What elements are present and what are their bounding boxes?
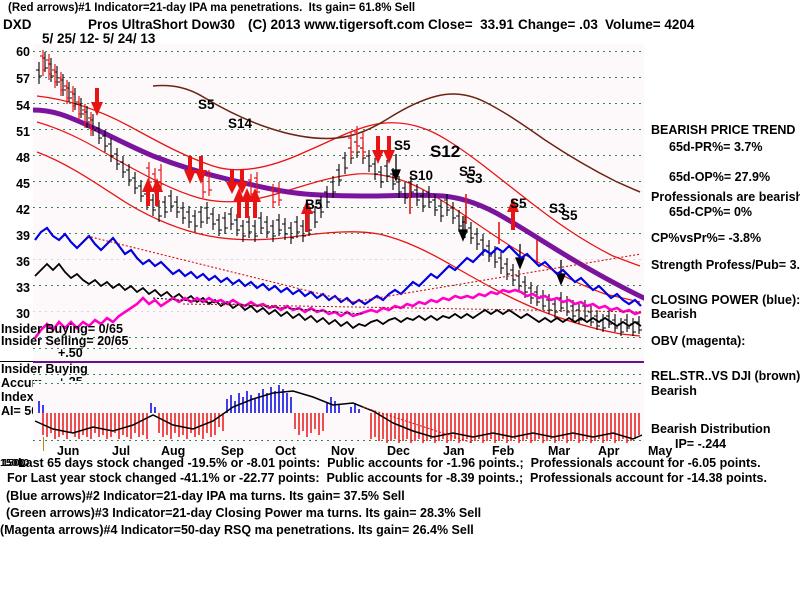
y-axis-label-60: 60 [16,45,30,59]
closing-power-value: Bearish [651,307,697,321]
header-indicator-line: (Red arrows)#1 Indicator=21-day IPA ma p… [8,2,416,14]
accum-label: Accum [1,376,43,390]
accum-zero-line [33,361,644,363]
strength-profess-pub-value: Strength Profess/Pub= 3.7 [651,258,800,272]
annotation-s5-2: S5 [394,138,411,153]
y-axis-label-51: 51 [16,125,30,139]
x-axis-label-nov: Nov [331,444,355,458]
accumulation-distribution-plot [33,381,644,445]
volume-label-low: 1500 [2,457,26,469]
insider-buying-title: Insider Buying [1,362,88,376]
footer-line-65days: Last 65 days stock changed -19.5% or -8.… [18,456,761,470]
closing-power-title: CLOSING POWER (blue): [651,292,800,307]
x-axis-label-oct: Oct [275,444,296,458]
op-percent-value: 65d-OP%= 27.9% [669,170,771,184]
distribution-title: Bearish Distribution [651,422,771,436]
insider-selling-count: Insider Selling= 20/65 [1,334,129,348]
annotation-s5-4: S5 [510,196,527,211]
pr-percent-value: 65d-PR%= 3.7% [669,139,763,154]
obv-title: OBV (magenta): [651,333,746,348]
x-axis-label-feb: Feb [492,444,515,458]
x-axis-label-mar: Mar [548,444,571,458]
ip-value: IP= -.244 [675,436,727,451]
x-axis-label-apr: Apr [598,444,620,458]
date-range-label: 5/ 25/ 12- 5/ 24/ 13 [42,31,156,46]
relative-strength-title: REL.STR..VS DJI (brown) [651,369,800,383]
volume-label-high: 15000 [0,457,30,469]
price-series-svg [33,50,644,337]
analysis-side-panel: BEARISH PRICE TREND 65d-PR%= 3.7% 65d-OP… [651,124,800,450]
security-name: Pros UltraShort Dow30 [88,17,236,32]
close-label: Close= 33.91 [428,17,514,32]
footer-line-blue-arrows: (Blue arrows)#2 Indicator=21-day IPA ma … [6,489,405,503]
footer-line-green-arrows: (Green arrows)#3 Indicator=21-day Closin… [6,506,482,520]
divider-top-accum [0,361,33,362]
ai-bars-svg [34,385,643,444]
x-axis-label-dec: Dec [387,444,410,458]
x-axis-label-may: May [648,444,673,458]
copyright-label: (C) 2013 www.tigersoft.com [248,17,425,32]
x-axis-label-jan: Jan [443,444,465,458]
y-axis-label-48: 48 [16,151,30,165]
x-axis-label-jul: Jul [112,444,131,458]
y-axis-label-57: 57 [16,72,30,86]
bearish-trend-title: BEARISH PRICE TREND [651,123,796,137]
y-axis-label-45: 45 [16,177,30,191]
ticker-symbol: DXD [3,17,32,32]
insider-buying-count: Insider Buying= 0/65 [1,322,123,336]
scale-plus-50: +.50 [58,346,83,360]
professionals-bearish-text: Professionals are bearish [651,189,800,204]
footer-line-lastyear: For Last year stock changed -41.1% or -2… [7,471,767,485]
relative-strength-value: Bearish [651,383,697,398]
axis-tick-start [43,437,44,451]
footer-line-magenta-arrows: (Magenta arrows)#4 Indicator=50-day RSQ … [0,523,474,537]
index-label: Index [1,390,34,404]
x-axis-label-aug: Aug [161,444,186,458]
volume-label: Volume= 4204 [605,17,695,32]
y-axis-label-39: 39 [16,229,30,243]
closing-power-obv-svg [33,226,642,339]
annotation-b5: B5 [305,197,323,212]
change-label: Change= .03 [518,17,598,32]
y-axis-label-33: 33 [16,281,30,295]
annotation-s3-2: S3 [549,201,566,216]
price-chart-plot-area [33,44,644,344]
annotation-s12: S12 [430,142,461,161]
x-axis-label-sep: Sep [221,444,244,458]
annotation-s5-3: S5 [459,164,476,179]
y-axis-label-54: 54 [16,99,30,113]
y-axis-label-30: 30 [16,307,30,321]
cp-vs-pr-value: CP%vsPr%= -3.8% [651,230,762,245]
annotation-s14: S14 [228,116,253,131]
annotation-s5-1: S5 [198,97,215,112]
cp-percent-value: 65d-CP%= 0% [669,205,753,219]
x-axis-label-jun: Jun [57,444,80,458]
annotation-s10: S10 [409,168,434,183]
y-axis-label-36: 36 [16,255,30,269]
y-axis-label-42: 42 [16,203,30,217]
annotation-s3-1: S3 [466,171,483,186]
annotation-s5-5: S5 [561,208,578,223]
